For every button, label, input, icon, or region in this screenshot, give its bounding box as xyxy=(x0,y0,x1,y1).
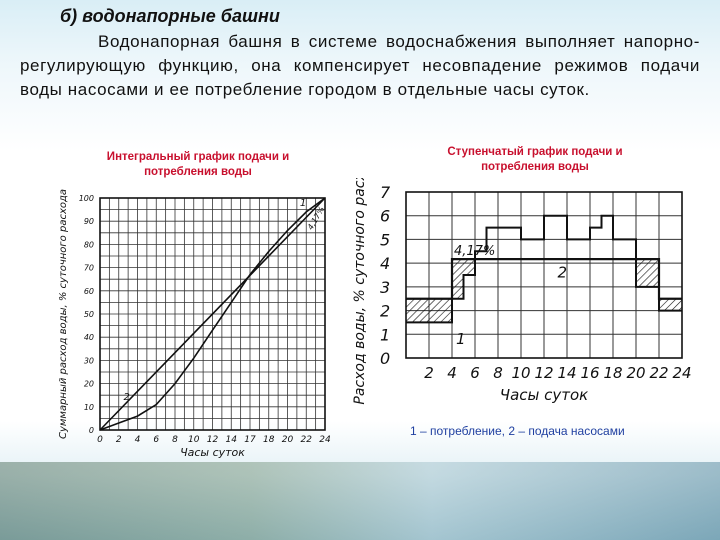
x-tick-label: 4 xyxy=(447,364,457,382)
x-tick-label: 20 xyxy=(626,364,645,382)
series-step-2 xyxy=(406,258,682,300)
x-tick-label: 8 xyxy=(493,364,503,382)
hatch-region xyxy=(659,298,671,311)
x-tick-label: 10 xyxy=(511,364,530,382)
y-tick-label: 6 xyxy=(380,207,390,226)
y-tick-label: 20 xyxy=(84,380,94,389)
x-tick-label: 8 xyxy=(172,435,178,445)
x-tick-label: 2 xyxy=(116,435,122,445)
y-axis-label: Суммарный расход воды, % суточного расхо… xyxy=(58,189,69,439)
legend-note: 1 – потребление, 2 – подача насосами xyxy=(410,424,625,438)
x-tick-label: 16 xyxy=(580,364,599,382)
y-tick-label: 50 xyxy=(84,310,94,319)
y-tick-label: 4 xyxy=(380,254,390,273)
x-tick-label: 6 xyxy=(153,435,159,445)
y-tick-label: 40 xyxy=(84,333,94,342)
x-tick-label: 6 xyxy=(470,364,480,382)
hatch-region xyxy=(452,259,464,299)
y-tick-label: 100 xyxy=(79,194,94,203)
hatch-region xyxy=(636,259,648,287)
x-tick-label: 22 xyxy=(301,435,313,445)
y-tick-label: 10 xyxy=(84,403,94,412)
x-tick-label: 4 xyxy=(135,435,141,445)
x-axis-label: Часы суток xyxy=(500,386,588,404)
series-line-1 xyxy=(99,197,326,431)
y-tick-label: 90 xyxy=(84,217,94,226)
paragraph-text: Водонапорная башня в системе водоснабжен… xyxy=(20,32,700,99)
y-tick-label: 70 xyxy=(84,264,94,273)
slope-annotation: 4,17% xyxy=(306,205,327,232)
x-tick-label: 0 xyxy=(97,435,103,445)
y-tick-label: 0 xyxy=(89,426,94,435)
hatch-region xyxy=(429,298,441,323)
chart1-title: Интегральный график подачи и потребления… xyxy=(106,151,290,178)
hatch-region xyxy=(647,259,659,287)
y-tick-label: 7 xyxy=(380,183,391,202)
level-annotation: 4,17% xyxy=(454,244,495,259)
hatch-region xyxy=(417,298,429,323)
hatch-region xyxy=(440,298,452,323)
plot-frame xyxy=(405,191,683,359)
series-label-1: 1 xyxy=(456,330,466,348)
y-tick-label: 5 xyxy=(380,230,390,249)
series-line-2 xyxy=(99,197,326,431)
x-tick-label: 20 xyxy=(282,435,294,445)
y-tick-label: 2 xyxy=(380,302,390,321)
y-tick-label: 1 xyxy=(380,325,390,344)
water-photo-strip xyxy=(0,462,720,540)
x-tick-label: 12 xyxy=(207,435,219,445)
series-label-2: 2 xyxy=(124,392,130,403)
chart2-title: Ступенчатый график подачи и потребления … xyxy=(447,146,623,173)
x-tick-label: 14 xyxy=(226,435,238,445)
x-tick-label: 22 xyxy=(649,364,668,382)
y-tick-label: 30 xyxy=(84,356,94,365)
y-tick-label: 60 xyxy=(84,287,94,296)
x-tick-label: 2 xyxy=(424,364,434,382)
x-tick-label: 24 xyxy=(319,435,331,445)
plot-frame xyxy=(99,197,326,431)
y-axis-label: Расход воды, % суточного расхода xyxy=(352,178,368,405)
x-tick-label: 18 xyxy=(263,435,275,445)
slide-paragraph: Водонапорная башня в системе водоснабжен… xyxy=(20,30,700,102)
x-tick-label: 17 xyxy=(244,435,256,445)
x-tick-label: 18 xyxy=(603,364,622,382)
y-tick-label: 0 xyxy=(380,349,390,368)
x-tick-label: 12 xyxy=(534,364,553,382)
hatch-region xyxy=(463,259,475,275)
slide-heading: б) водонапорные башни xyxy=(60,6,280,26)
hatch-region xyxy=(670,298,682,311)
x-tick-label: 24 xyxy=(672,364,691,382)
series-label-2: 2 xyxy=(558,263,568,281)
y-tick-label: 80 xyxy=(84,240,94,249)
x-tick-label: 14 xyxy=(557,364,576,382)
x-axis-label: Часы суток xyxy=(180,446,245,458)
series-step-1 xyxy=(406,214,682,324)
x-tick-label: 10 xyxy=(188,435,200,445)
hatch-region xyxy=(406,298,418,323)
series-label-1: 1 xyxy=(300,198,306,209)
y-tick-label: 3 xyxy=(380,278,390,297)
